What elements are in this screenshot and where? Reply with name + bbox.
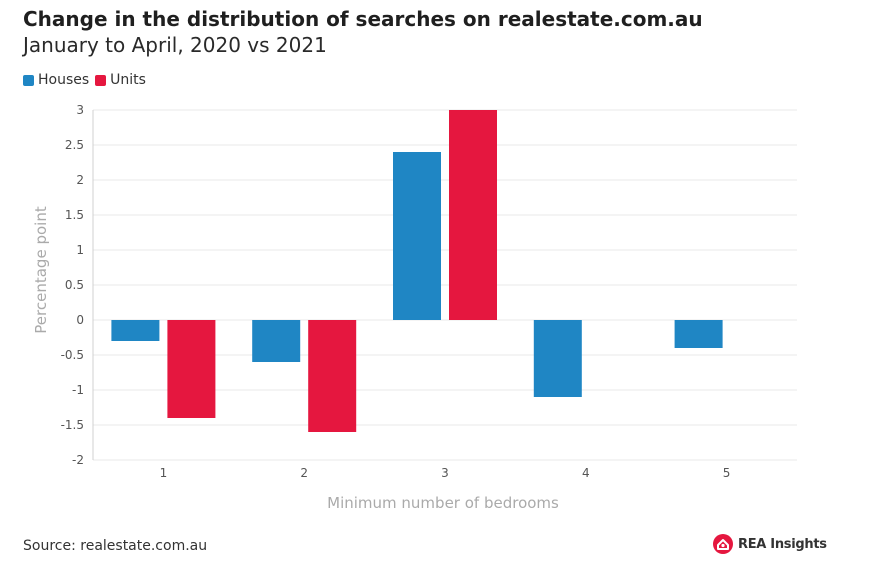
legend-label-units: Units <box>110 72 146 88</box>
y-tick-label: -2 <box>72 453 84 467</box>
y-axis-title: Percentage point <box>32 206 50 334</box>
rea-logo-icon <box>713 534 733 554</box>
y-tick-label: -0.5 <box>61 348 84 362</box>
y-tick-label: -1.5 <box>61 418 84 432</box>
bar-houses-5 <box>674 320 723 348</box>
bar-houses-3 <box>393 152 441 320</box>
x-tick-label: 4 <box>582 466 590 480</box>
bar-houses-2 <box>252 320 301 362</box>
y-tick-label: 0 <box>76 313 84 327</box>
rea-logo-text: REA Insights <box>738 536 827 552</box>
x-tick-label: 1 <box>160 466 168 480</box>
legend-item-houses: Houses <box>23 72 89 88</box>
y-tick-label: 2 <box>76 173 84 187</box>
x-axis-title: Minimum number of bedrooms <box>327 494 559 512</box>
bar-units-3 <box>449 110 497 320</box>
y-tick-label: 1 <box>76 243 84 257</box>
chart-subtitle: January to April, 2020 vs 2021 <box>23 33 327 57</box>
source-note: Source: realestate.com.au <box>23 538 208 554</box>
y-tick-label: 0.5 <box>65 278 84 292</box>
bar-units-1 <box>167 320 216 418</box>
y-tick-label: 2.5 <box>65 138 84 152</box>
legend-swatch-houses <box>23 74 34 86</box>
rea-logo: REA Insights <box>712 533 827 555</box>
legend-item-units: Units <box>95 72 146 88</box>
bar-chart: 3 2.5 2 1.5 1 0.5 0 -0.5 -1 -1.5 -2 1 2 3 4 5 Minimum nu… <box>32 103 797 512</box>
legend: Houses Units <box>23 72 152 88</box>
y-tick-label: 3 <box>76 103 84 117</box>
x-tick-label: 3 <box>441 466 449 480</box>
bar-houses-4 <box>533 320 582 397</box>
bar-houses-1 <box>111 320 160 341</box>
y-tick-label: 1.5 <box>65 208 84 222</box>
chart-title: Change in the distribution of searches o… <box>23 7 703 31</box>
legend-swatch-units <box>95 74 107 86</box>
legend-label-houses: Houses <box>38 72 90 88</box>
bar-units-2 <box>308 320 357 432</box>
x-tick-label: 5 <box>723 466 731 480</box>
x-tick-label: 2 <box>300 466 308 480</box>
y-tick-label: -1 <box>72 383 84 397</box>
